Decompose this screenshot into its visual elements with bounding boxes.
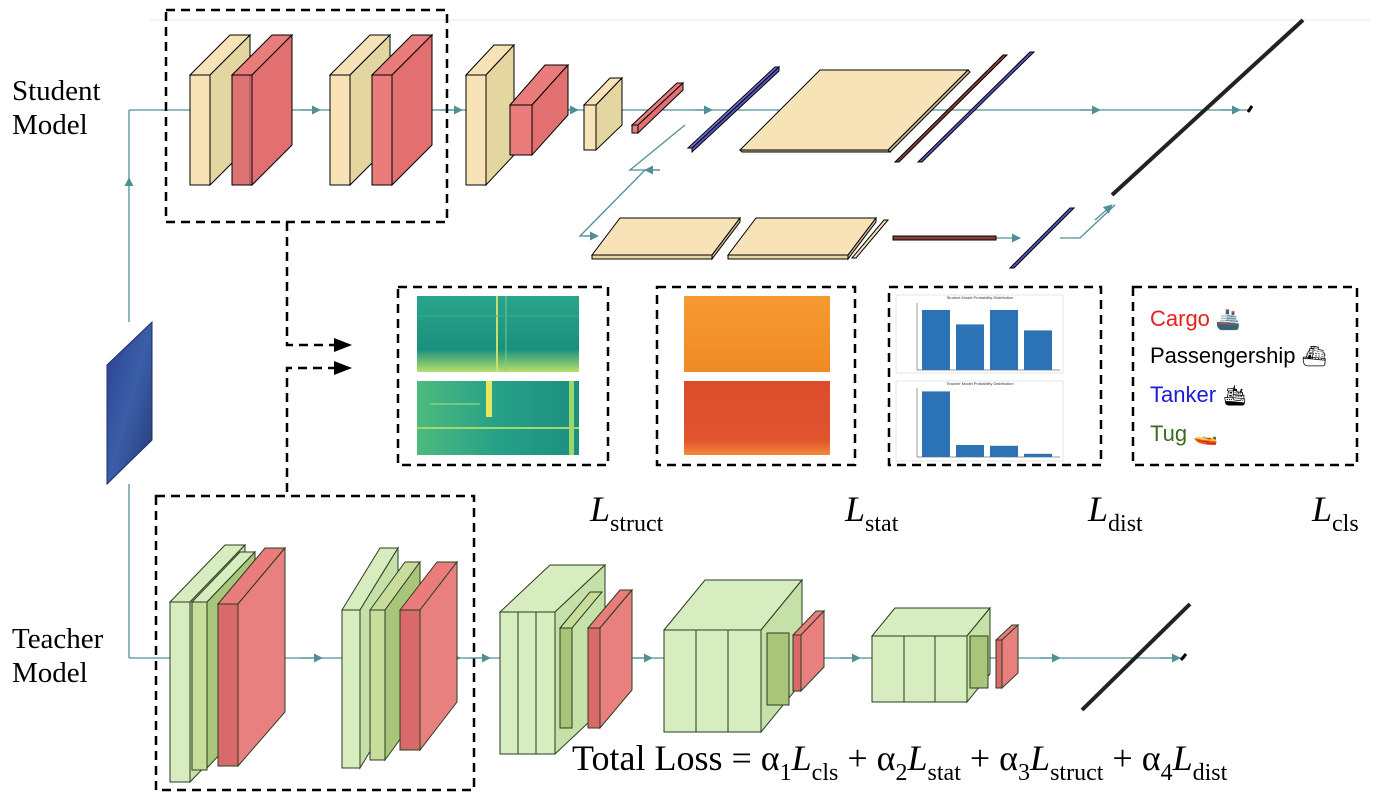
student-chart-bar [922, 310, 950, 370]
alpha-3-subscript: 3 [1018, 760, 1031, 786]
term-3-symbol: L [1030, 738, 1051, 778]
teacher-label-line-2: Model [12, 657, 88, 689]
student-chart-title: Student Model Probability Distribution [947, 295, 1014, 300]
input-spectrogram [106, 320, 153, 486]
term-4-subscript: dist [1192, 760, 1228, 786]
dist-loss-panel [887, 285, 1103, 467]
legend-passengership: Passengership ⛴ [1150, 343, 1327, 369]
stat-loss-panel [655, 285, 857, 467]
student-dense-sheet [738, 69, 971, 153]
struct-feature-map-student [417, 296, 579, 372]
legend-cargo: Cargo 🚢 [1150, 306, 1241, 332]
teacher-chart-bar [956, 445, 984, 457]
dist-loss-subscript: dist [1108, 511, 1143, 537]
student-feature-box [164, 8, 449, 224]
connector-arrow-bottom [334, 361, 352, 375]
teacher-distribution-chart: Teacher Model Probability Distribution [895, 380, 1064, 462]
alpha-1-subscript: 1 [779, 760, 792, 786]
stat-loss-subscript: stat [865, 511, 899, 537]
tanker-icon: 🛳 [1222, 384, 1248, 407]
struct-loss-panel [396, 285, 610, 467]
student-branch-block-2 [726, 216, 890, 261]
legend-tanker: Tanker 🛳 [1150, 382, 1247, 408]
stat-loss-symbol: L [845, 489, 866, 529]
student-label-line-2: Model [12, 109, 88, 141]
cargo-ship-icon: 🚢 [1215, 308, 1241, 331]
student-conv-block-2 [328, 33, 434, 187]
total-loss-prefix: Total Loss = α [572, 738, 780, 778]
struct-loss-symbol: L [590, 489, 611, 529]
teacher-chart-bar [990, 445, 1018, 457]
stat-map-student [684, 296, 830, 372]
teacher-conv-block-2 [341, 546, 459, 770]
passenger-ship-icon: ⛴ [1301, 345, 1327, 368]
student-chart-bar [1024, 330, 1052, 370]
tug-icon: 🚤 [1193, 423, 1218, 446]
stat-loss-label: Lstat [845, 488, 898, 538]
feature-connector [285, 222, 335, 492]
alpha-2-subscript: 2 [895, 760, 908, 786]
total-loss-equation: Total Loss = α1Lcls + α2Lstat + α3Lstruc… [572, 738, 1228, 786]
term-2-subscript: stat [927, 760, 961, 786]
student-chart-bar [956, 324, 984, 370]
teacher-conv-block-4 [662, 578, 826, 734]
cls-loss-label: Lcls [1312, 488, 1359, 538]
teacher-label-line-1: Teacher [12, 623, 104, 655]
legend-tug: Tug 🚤 [1150, 421, 1218, 447]
struct-feature-map-teacher [417, 381, 579, 455]
teacher-model-label: Teacher Model [12, 622, 103, 690]
teacher-conv-block-1 [168, 543, 287, 784]
connector-arrow-top [334, 338, 352, 352]
legend-passengership-label: Passengership [1150, 343, 1296, 368]
student-fc-layer-2 [893, 54, 1009, 163]
teacher-chart-bar [1024, 453, 1052, 457]
cls-loss-panel [1131, 285, 1359, 467]
legend-cargo-label: Cargo [1150, 306, 1210, 331]
teacher-conv-block-3 [498, 563, 634, 756]
cls-loss-subscript: cls [1332, 511, 1359, 537]
student-branch-fc-2 [1008, 207, 1076, 269]
student-label-line-1: Student [12, 75, 101, 107]
legend-tug-label: Tug [1150, 421, 1188, 446]
term-3-subscript: struct [1050, 760, 1104, 786]
student-branch-fc [892, 235, 997, 241]
stat-map-teacher [684, 381, 830, 455]
term-1-symbol: L [791, 738, 812, 778]
teacher-output-vector [1080, 602, 1192, 712]
legend-tanker-label: Tanker [1150, 382, 1217, 407]
student-conv-block-3 [464, 43, 570, 187]
alpha-4-subscript: 4 [1160, 760, 1173, 786]
cls-loss-symbol: L [1312, 489, 1333, 529]
term-4-symbol: L [1172, 738, 1193, 778]
teacher-chart-bar [922, 391, 950, 457]
dist-loss-label: Ldist [1088, 488, 1143, 538]
student-fc-layer-3 [916, 51, 1036, 163]
student-branch-block-1 [590, 216, 742, 261]
student-model-label: Student Model [12, 74, 101, 142]
dist-loss-symbol: L [1088, 489, 1109, 529]
student-chart-bar [990, 310, 1018, 370]
student-conv-block-1 [188, 33, 294, 187]
teacher-chart-title: Teacher Model Probability Distribution [946, 381, 1013, 386]
struct-loss-subscript: struct [610, 511, 664, 537]
term-1-subscript: cls [811, 760, 839, 786]
student-output-vector [1110, 18, 1305, 197]
term-2-symbol: L [907, 738, 928, 778]
teacher-conv-block-5 [870, 606, 1020, 704]
struct-loss-label: Lstruct [590, 488, 663, 538]
teacher-feature-box [154, 494, 476, 792]
student-fc-layer-1 [686, 65, 781, 154]
student-distribution-chart: Student Model Probability Distribution [895, 294, 1064, 374]
student-conv-block-4 [582, 76, 685, 152]
input-routing-lines [124, 109, 185, 659]
